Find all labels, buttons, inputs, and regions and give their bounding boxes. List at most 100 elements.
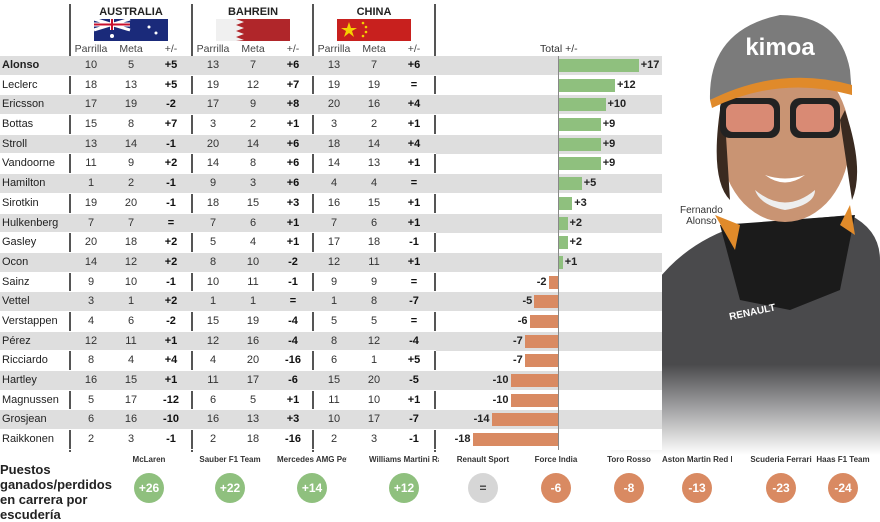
total-bar	[558, 118, 601, 132]
aus-diff: +1	[164, 374, 178, 386]
team-aston-martin-red-bull-racing: Aston Martin Red Bull Racing -13	[662, 455, 732, 503]
bah-grid: 2	[209, 433, 217, 446]
chn-diff: =	[410, 314, 418, 327]
total-bar	[558, 216, 568, 230]
aus-grid: 9	[87, 275, 95, 288]
aus-finish: 17	[124, 393, 138, 406]
aus-grid: 3	[87, 295, 95, 308]
aus-diff: +1	[164, 334, 178, 347]
table-row: Hulkenberg 7 7 = 7 6 +1 7 6 +1 +2	[0, 213, 662, 234]
chn-finish: 16	[367, 98, 381, 111]
chn-diff: -4	[409, 334, 419, 347]
team-force-india: Force India -6	[521, 455, 591, 503]
bah-diff: -6	[288, 374, 298, 386]
chn-diff: +5	[407, 354, 421, 367]
total-bar	[548, 275, 558, 289]
subheader-diff: +/-	[286, 43, 300, 55]
total-bar	[558, 196, 573, 210]
team-score-badge: -23	[766, 473, 796, 503]
bah-diff: -4	[288, 314, 298, 327]
aus-diff: +2	[164, 295, 178, 308]
team-logo: Scuderia Ferrari	[750, 455, 812, 464]
driver-name: Alonso	[2, 59, 40, 71]
total-value: -6	[517, 314, 528, 327]
aus-diff: -10	[163, 413, 179, 426]
bah-diff: +6	[286, 137, 300, 150]
driver-name: Gasley	[2, 236, 37, 249]
aus-grid: 18	[84, 78, 98, 91]
zero-axis-line	[558, 56, 559, 450]
bah-finish: 14	[246, 137, 260, 150]
chn-grid: 10	[327, 413, 341, 426]
aus-diff: -2	[166, 314, 176, 327]
bah-diff: +6	[286, 177, 300, 190]
aus-finish: 16	[124, 413, 138, 426]
chn-finish: 3	[370, 433, 378, 446]
aus-grid: 19	[84, 196, 98, 209]
chn-diff: =	[410, 275, 418, 288]
bar-track	[436, 154, 662, 174]
bah-grid: 6	[209, 393, 217, 406]
bah-finish: 1	[249, 295, 257, 308]
bah-diff: +3	[286, 196, 300, 209]
bah-grid: 15	[206, 314, 220, 327]
table-row: Stroll 13 14 -1 20 14 +6 18 14 +4 +9	[0, 134, 662, 155]
total-value: +10	[607, 98, 627, 111]
bahrein-flag-icon	[216, 19, 290, 41]
team-williams-martini-racing: Williams Martini Racing +12	[369, 455, 439, 503]
total-bar	[529, 314, 558, 328]
bah-finish: 7	[249, 59, 257, 71]
chn-grid: 2	[330, 433, 338, 446]
table-row: Hamilton 1 2 -1 9 3 +6 4 4 = +5	[0, 174, 662, 194]
chn-diff: +1	[407, 255, 421, 268]
aus-finish: 13	[124, 78, 138, 91]
team-haas-f1-team: Haas F1 Team -24	[808, 455, 878, 503]
aus-grid: 5	[87, 393, 95, 406]
chn-finish: 20	[367, 374, 381, 386]
subheader-meta: Meta	[241, 43, 265, 55]
aus-diff: -1	[166, 433, 176, 446]
table-row: Leclerc 18 13 +5 19 12 +7 19 19 = +12	[0, 75, 662, 96]
aus-grid: 20	[84, 236, 98, 249]
team-logo: McLaren	[132, 455, 166, 464]
aus-grid: 1	[87, 177, 95, 190]
total-value: +9	[602, 157, 616, 170]
bah-grid: 9	[209, 177, 217, 190]
total-bar	[558, 157, 601, 171]
aus-diff: -2	[166, 98, 176, 111]
subheader-meta: Meta	[119, 43, 143, 55]
chn-finish: 7	[370, 59, 378, 71]
aus-finish: 9	[127, 157, 135, 170]
aus-diff: -1	[166, 196, 176, 209]
total-value: +1	[564, 255, 578, 268]
chn-finish: 5	[370, 314, 378, 327]
total-bar	[534, 295, 558, 309]
bah-grid: 14	[206, 157, 220, 170]
total-value: -7	[512, 354, 523, 367]
aus-finish: 7	[127, 216, 135, 229]
aus-finish: 14	[124, 137, 138, 150]
chn-finish: 4	[370, 177, 378, 190]
driver-name: Hulkenberg	[2, 216, 59, 229]
total-bar	[510, 374, 558, 387]
chn-finish: 12	[367, 334, 381, 347]
team-renault-sport: Renault Sport =	[448, 455, 518, 503]
bah-diff: -1	[288, 275, 298, 288]
aus-finish: 20	[124, 196, 138, 209]
caption-last-name: Alonso	[686, 216, 717, 227]
chn-grid: 8	[330, 334, 338, 347]
bah-grid: 13	[206, 59, 220, 71]
bah-grid: 8	[209, 255, 217, 268]
total-bar	[472, 433, 558, 447]
bar-track	[436, 174, 662, 194]
team-logo: Haas F1 Team	[816, 455, 870, 464]
driver-name: Grosjean	[2, 413, 47, 426]
chn-diff: +6	[407, 59, 421, 71]
subheader-parrilla: Parrilla	[74, 43, 108, 55]
chn-grid: 15	[327, 374, 341, 386]
chn-diff: +1	[407, 393, 421, 406]
bah-finish: 12	[246, 78, 260, 91]
team-score-badge: -6	[541, 473, 571, 503]
chn-grid: 12	[327, 255, 341, 268]
team-logo: Mercedes AMG Petronas	[277, 455, 347, 464]
